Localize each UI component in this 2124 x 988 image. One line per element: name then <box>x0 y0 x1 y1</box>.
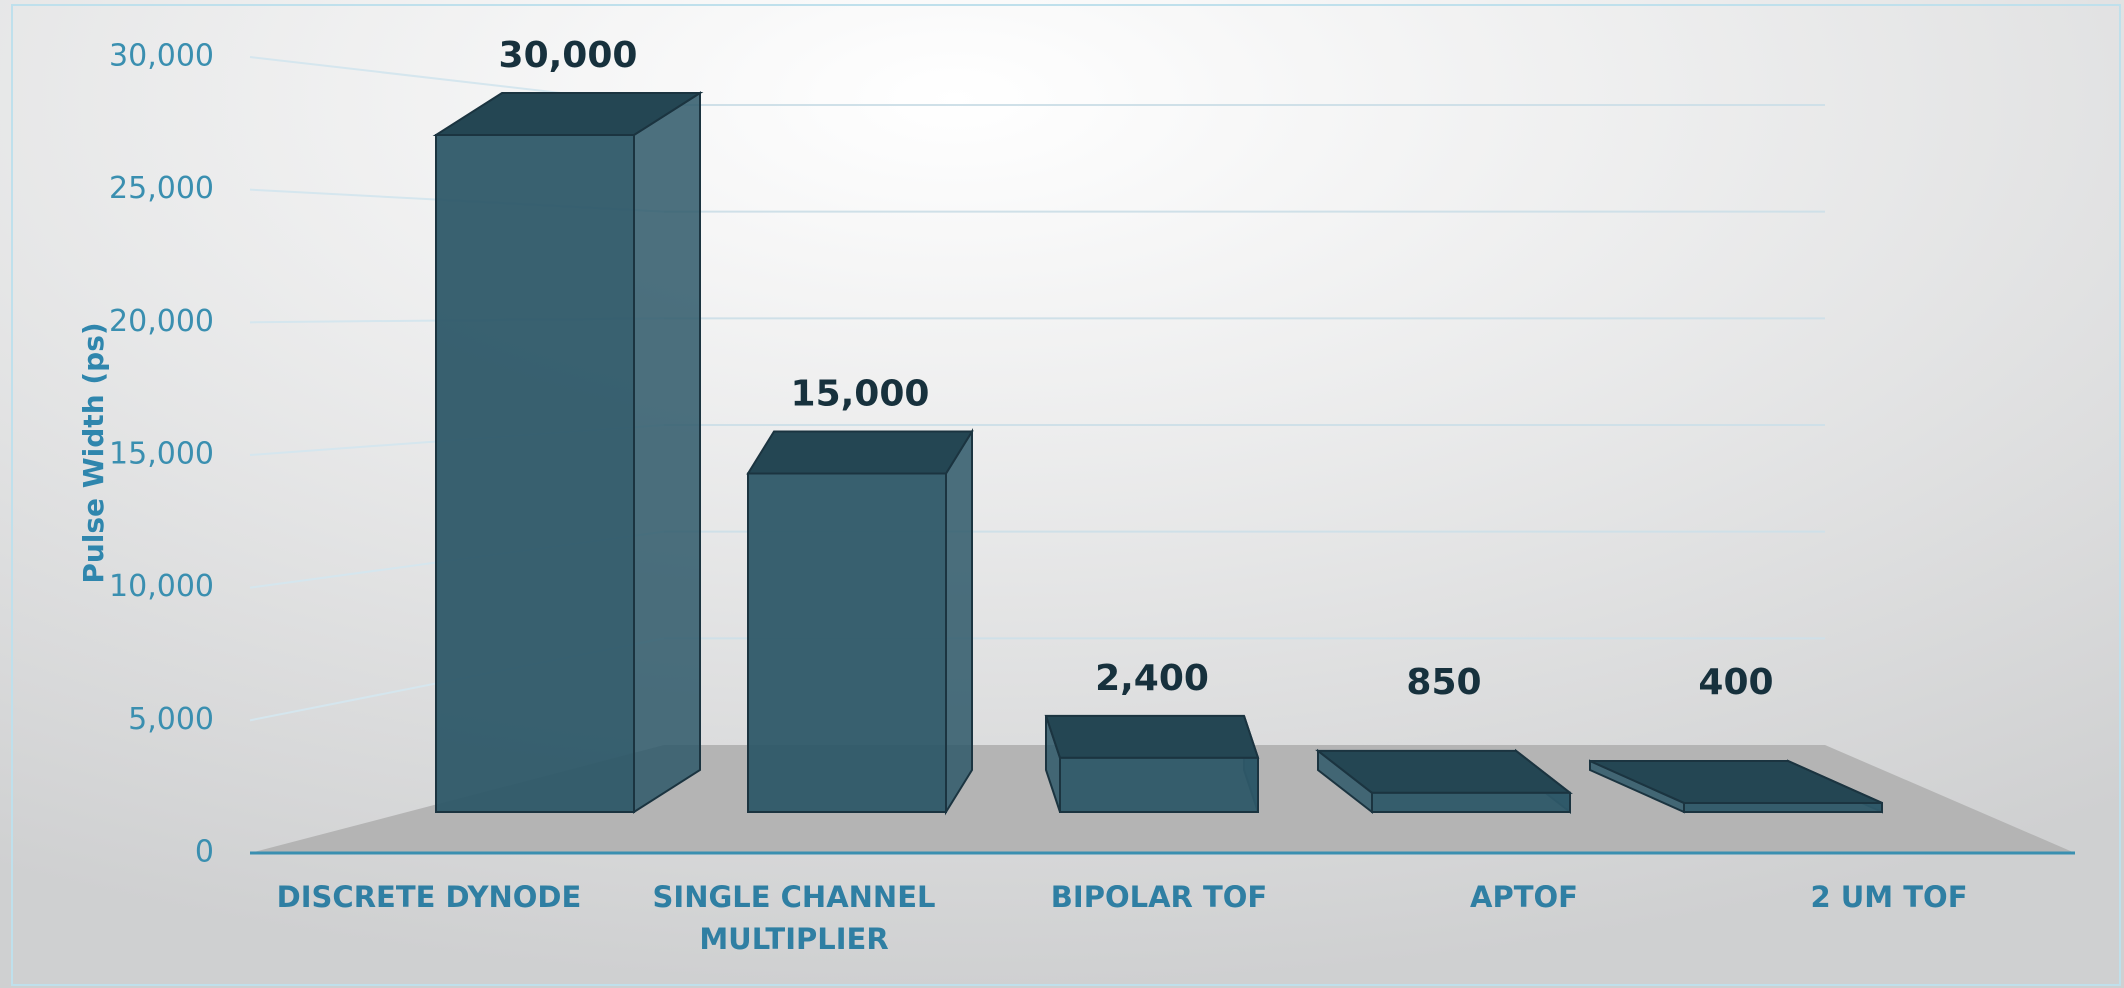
bar <box>1044 714 1260 814</box>
y-tick-label: 15,000 <box>109 437 214 472</box>
bar-top <box>1044 714 1260 759</box>
y-tick-label: 10,000 <box>109 569 214 604</box>
x-tick-label: DISCRETE DYNODE <box>277 880 582 914</box>
y-tick-label: 30,000 <box>109 39 214 74</box>
bar-front <box>747 472 947 813</box>
y-tick-label: 20,000 <box>109 304 214 339</box>
bar <box>746 427 974 816</box>
x-tick-label: BIPOLAR TOF <box>1051 880 1267 914</box>
y-axis-title: Pulse Width (ps) <box>77 322 110 583</box>
value-label: 850 <box>1406 662 1481 703</box>
y-tick-label: 5,000 <box>128 702 214 737</box>
value-label: 2,400 <box>1095 658 1209 699</box>
x-tick-label: 2 UM TOF <box>1810 880 1967 914</box>
bar <box>1589 759 1883 814</box>
value-label: 15,000 <box>791 374 930 415</box>
value-label: 400 <box>1698 662 1773 703</box>
value-label: 30,000 <box>499 35 638 76</box>
bar-front <box>1683 801 1883 813</box>
x-tick-label: SINGLE CHANNEL MULTIPLIER <box>653 880 936 956</box>
y-tick-label: 25,000 <box>109 171 214 206</box>
frame <box>11 4 2121 986</box>
bar-front <box>435 134 635 813</box>
bar-front <box>1371 791 1571 814</box>
bar-top <box>746 430 974 475</box>
x-tick-label: APTOF <box>1470 880 1578 914</box>
bar-side <box>945 427 973 816</box>
bar <box>1315 748 1573 815</box>
bar-side <box>633 91 701 814</box>
bar-front <box>1059 756 1259 814</box>
y-tick-label: 0 <box>195 835 214 870</box>
bar <box>432 91 704 814</box>
